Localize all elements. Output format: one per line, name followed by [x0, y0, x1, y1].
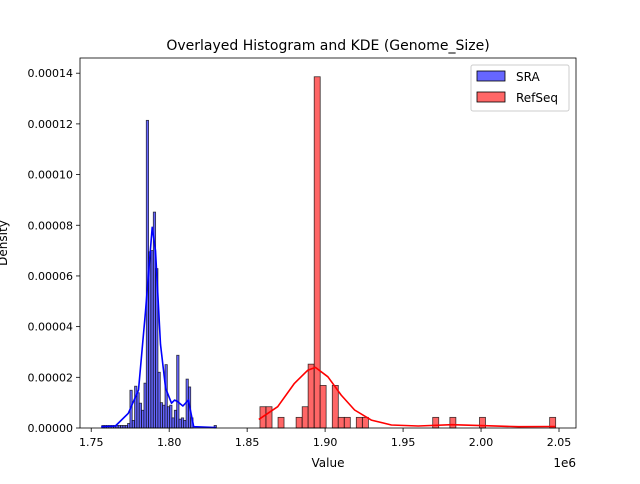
- x-axis: 1.75 1.80 1.85 1.90 1.95 2.00 2.05: [79, 428, 571, 449]
- y-tick-label: 0.00010: [28, 169, 74, 182]
- legend: SRA RefSeq: [470, 64, 570, 112]
- y-tick-label: 0.00000: [28, 422, 74, 435]
- refseq-bar: [277, 416, 285, 429]
- refseq-bar: [319, 385, 327, 429]
- refseq-bar: [295, 416, 303, 429]
- sra-kde-line: [101, 226, 217, 429]
- x-tick-label: 1.95: [391, 436, 416, 449]
- x-tick-label: 1.80: [157, 436, 182, 449]
- refseq-bar: [449, 416, 457, 429]
- y-tick-label: 0.00002: [28, 371, 74, 384]
- refseq-bar: [301, 406, 309, 429]
- plot-frame: [79, 57, 577, 429]
- refseq-bar: [343, 416, 351, 429]
- legend-swatch-sra: [476, 70, 506, 82]
- y-tick-label: 0.00014: [28, 67, 74, 80]
- x-tick-label: 1.75: [79, 436, 104, 449]
- y-tick-label: 0.00006: [28, 270, 74, 283]
- refseq-bar: [432, 416, 440, 429]
- y-axis: 0.00000 0.00002 0.00004 0.00006 0.00008 0.000…: [28, 67, 80, 435]
- kde-lines: [101, 226, 556, 429]
- x-tick-label: 2.00: [469, 436, 494, 449]
- y-axis-label: Density: [0, 220, 10, 266]
- refseq-bar: [337, 416, 345, 429]
- refseq-bar: [355, 416, 363, 429]
- x-tick-label: 2.05: [547, 436, 572, 449]
- y-tick-label: 0.00008: [28, 219, 74, 232]
- refseq-kde-line: [258, 366, 556, 428]
- sra-bar: [176, 354, 180, 429]
- refseq-bar: [265, 406, 273, 429]
- legend-label-sra: SRA: [516, 70, 540, 84]
- x-axis-label: Value: [312, 456, 345, 470]
- refseq-bar: [307, 363, 315, 429]
- refseq-bar: [361, 416, 369, 429]
- x-offset-label: 1e6: [553, 456, 576, 470]
- refseq-bar: [313, 76, 321, 429]
- x-tick-label: 1.90: [313, 436, 338, 449]
- legend-swatch-refseq: [476, 91, 506, 103]
- chart-title: Overlayed Histogram and KDE (Genome_Size…: [166, 38, 489, 54]
- x-tick-label: 1.85: [235, 436, 260, 449]
- legend-label-refseq: RefSeq: [516, 91, 558, 105]
- refseq-bar: [331, 385, 339, 429]
- y-tick-label: 0.00004: [28, 321, 74, 334]
- y-tick-label: 0.00012: [28, 118, 74, 131]
